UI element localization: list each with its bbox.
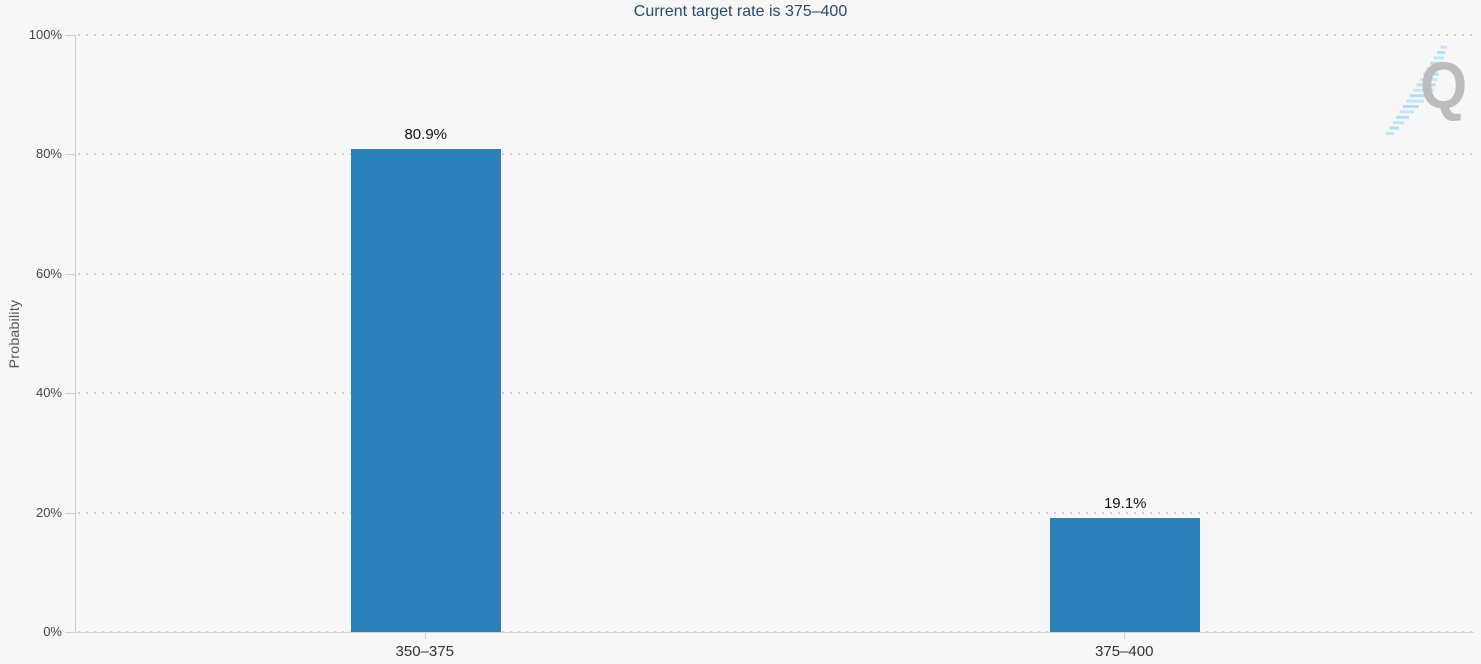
y-axis-tick-mark [65, 632, 75, 633]
bar-value-label: 19.1% [1103, 494, 1147, 512]
x-axis-tick-mark [424, 633, 426, 639]
bar-350–375[interactable] [350, 149, 501, 632]
bar-value-label: 80.9% [404, 126, 448, 144]
y-axis-tick-mark [65, 154, 75, 156]
x-axis-line [75, 632, 1474, 633]
q-logo-watermark: Q [1378, 30, 1478, 142]
gridline [78, 34, 1475, 36]
x-axis-tick-label: 375–400 [1095, 643, 1154, 660]
x-axis-tick-label: 350–375 [395, 643, 454, 660]
y-axis-tick-label: 60% [35, 265, 62, 281]
logo-stripes-icon [1386, 45, 1447, 135]
gridline [78, 272, 1475, 275]
gridline [78, 392, 1475, 395]
y-axis-tick-label: 40% [35, 385, 62, 401]
gridline [78, 511, 1475, 514]
y-axis-tick-label: 100% [28, 27, 62, 42]
gridline [78, 153, 1475, 156]
x-axis-tick-mark [1124, 633, 1126, 639]
y-axis-tick-mark [65, 273, 75, 275]
y-axis-tick-label: 0% [43, 624, 62, 639]
y-axis-tick-label: 20% [35, 504, 62, 520]
chart-title: Current target rate is 375–400 [633, 3, 848, 20]
y-axis-tick-label: 80% [35, 146, 62, 162]
y-axis-tick-mark [65, 393, 75, 395]
bar-375–400[interactable] [1050, 517, 1201, 632]
y-axis-tick-mark [65, 512, 75, 514]
y-axis-title: Probability [6, 299, 22, 369]
plot-area: 80.9% 19.1% [75, 34, 1475, 633]
q-logo-letter: Q [1420, 48, 1468, 122]
y-axis-tick-mark [65, 35, 75, 36]
